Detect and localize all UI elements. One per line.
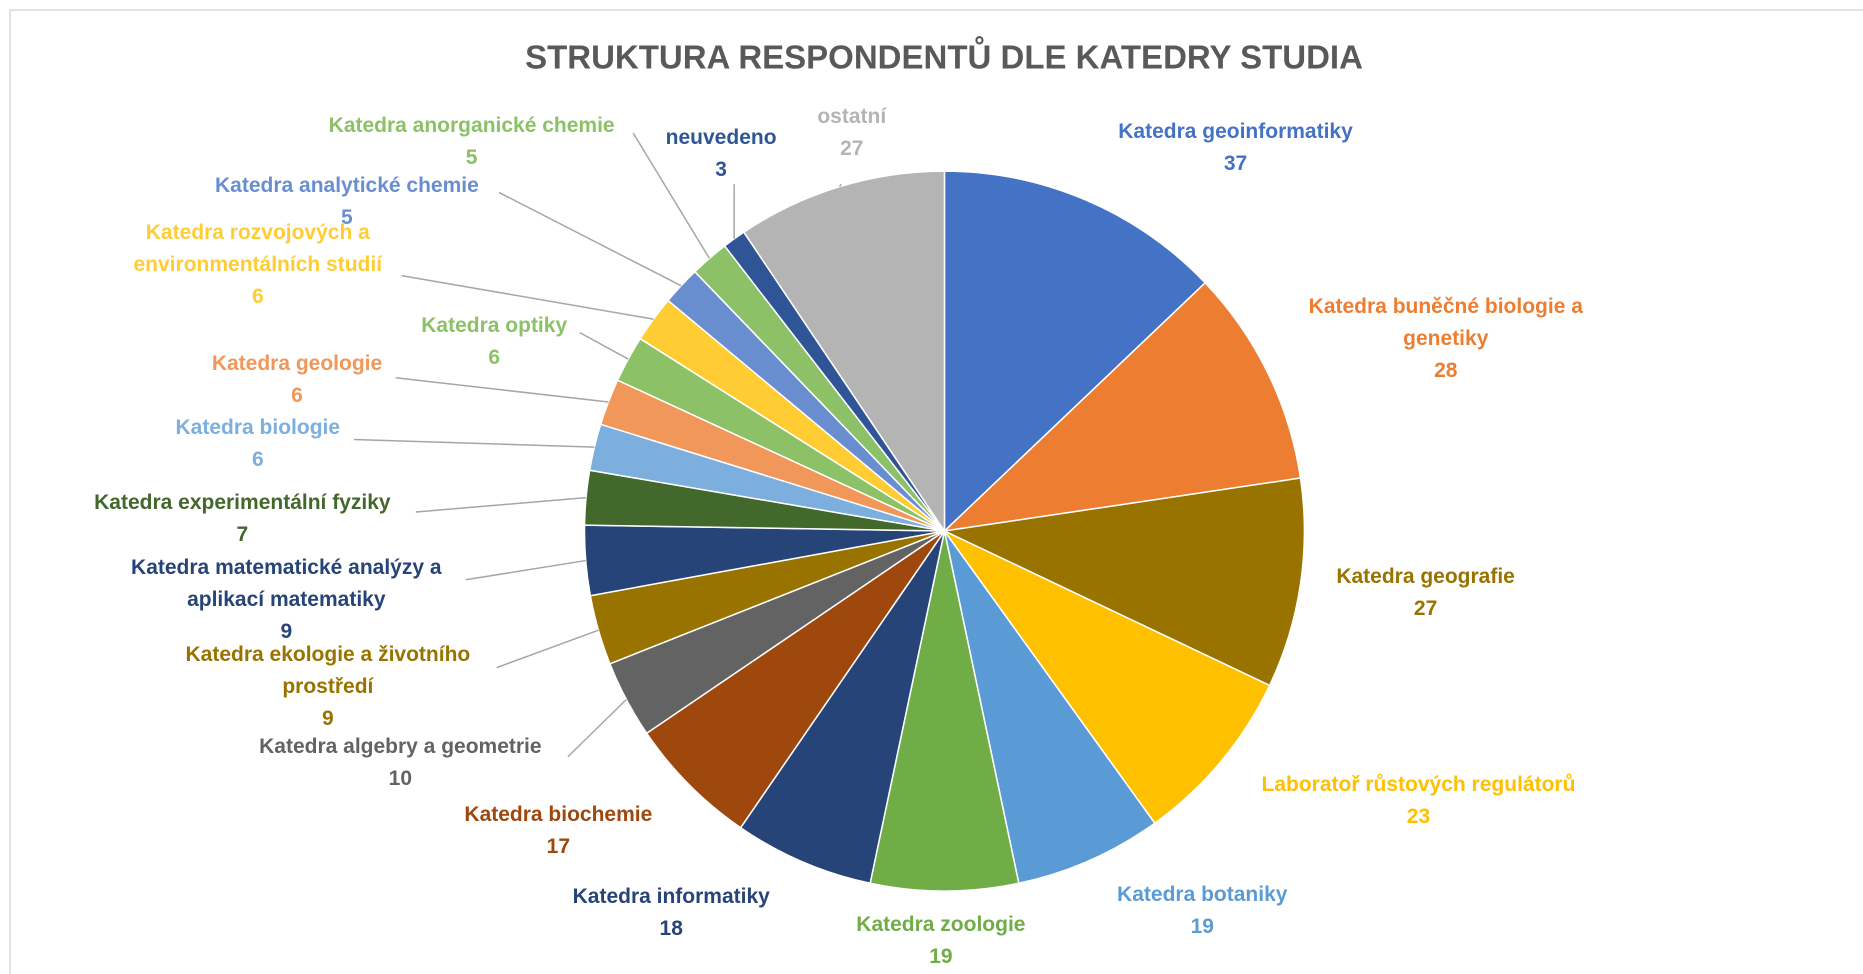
data-label: Katedra buněčné biologie a genetiky 28 <box>1274 291 1619 387</box>
label-name: Katedra ekologie a životního prostředí <box>185 643 471 699</box>
label-name: neuvedeno <box>665 126 777 150</box>
leader-line <box>838 183 842 188</box>
leader-line <box>354 438 595 448</box>
data-label: Katedra rozvojových a environmentálních … <box>103 217 412 313</box>
label-value: 6 <box>488 346 501 369</box>
label-value: 6 <box>251 285 264 309</box>
data-label: Katedra biologie 6 <box>139 412 377 476</box>
label-value: 17 <box>546 835 571 859</box>
data-label: Katedra biochemie 17 <box>428 799 689 863</box>
chart-title: STRUKTURA RESPONDENTŮ DLE KATEDRY STUDIA <box>525 36 1363 76</box>
data-label: Katedra geoinformatiky 37 <box>1057 116 1413 180</box>
label-value: 19 <box>929 944 953 968</box>
data-label: Katedra botaniky 19 <box>1083 879 1321 943</box>
pie-slice <box>869 530 1020 892</box>
leader-line <box>632 132 711 259</box>
label-value: 27 <box>840 136 864 160</box>
pie-slice <box>941 477 1306 687</box>
data-label: Katedra algebry a geometrie 10 <box>228 731 573 795</box>
pie-slice <box>943 530 1156 885</box>
label-value: 9 <box>322 707 334 731</box>
label-name: Katedra biologie <box>175 416 341 440</box>
data-label: ostatní 27 <box>792 101 911 165</box>
data-label: Katedra experimentální fyziky 7 <box>64 487 420 551</box>
pie-slice <box>942 281 1302 533</box>
label-name: Katedra zoologie <box>856 912 1026 936</box>
data-label: Katedra optiky 6 <box>387 310 601 374</box>
label-value: 28 <box>1434 359 1458 382</box>
label-value: 6 <box>291 384 303 408</box>
data-label: Katedra geologie 6 <box>178 348 416 412</box>
data-label: neuvedeno 3 <box>644 122 798 186</box>
label-name: Katedra buněčné biologie a genetiky <box>1308 295 1583 350</box>
label-value: 27 <box>1413 596 1438 620</box>
label-value: 18 <box>659 917 683 941</box>
label-name: Katedra rozvojových a environmentálních … <box>133 221 383 277</box>
data-label: Katedra informatiky 18 <box>541 881 802 945</box>
label-name: Laboratoř růstových regulátorů <box>1261 772 1576 796</box>
pie-slice <box>943 530 1271 825</box>
leader-line <box>401 274 654 320</box>
label-value: 5 <box>465 146 478 170</box>
label-value: 9 <box>280 620 293 644</box>
data-label: Katedra anorganické chemie 5 <box>299 110 644 174</box>
pie-slice <box>739 530 946 885</box>
pie-slice <box>943 170 1207 533</box>
label-name: Katedra analytické chemie <box>214 173 479 197</box>
data-label: Katedra matematické analýzy a aplikací m… <box>102 552 470 648</box>
label-value: 10 <box>388 766 413 790</box>
label-name: Katedra geoinformatiky <box>1118 120 1353 144</box>
data-label: Katedra analytické chemie 5 <box>187 170 508 234</box>
label-name: Katedra matematické analýzy a aplikací m… <box>131 556 442 612</box>
label-name: Katedra geografie <box>1336 564 1515 588</box>
label-name: Katedra geologie <box>211 352 383 376</box>
label-name: Katedra optiky <box>421 314 568 337</box>
leader-line <box>567 698 627 758</box>
data-label: Laboratoř růstových regulátorů 23 <box>1228 769 1608 833</box>
data-label: Katedra geografie 27 <box>1307 561 1545 625</box>
label-value: 19 <box>1190 915 1214 939</box>
leader-line <box>465 559 586 581</box>
pie-slice <box>645 530 946 829</box>
leader-line <box>498 191 682 287</box>
label-name: Katedra experimentální fyziky <box>94 491 391 515</box>
label-value: 23 <box>1406 804 1431 828</box>
label-value: 37 <box>1223 152 1248 176</box>
label-value: 7 <box>236 523 249 547</box>
label-name: ostatní <box>817 104 887 128</box>
leader-line <box>579 331 629 360</box>
leader-line <box>415 496 587 513</box>
label-value: 3 <box>715 158 727 182</box>
label-name: Katedra algebry a geometrie <box>259 734 542 758</box>
data-label: Katedra ekologie a životního prostředí 9 <box>162 639 495 735</box>
leader-line <box>496 629 599 669</box>
label-name: Katedra botaniky <box>1117 883 1288 907</box>
label-name: Katedra informatiky <box>572 885 770 909</box>
label-name: Katedra biochemie <box>464 803 653 827</box>
data-label: Katedra zoologie 19 <box>822 909 1060 973</box>
label-value: 5 <box>341 205 353 229</box>
leader-line <box>395 377 609 403</box>
label-name: Katedra anorganické chemie <box>328 114 615 138</box>
label-value: 6 <box>251 448 264 472</box>
chart-border <box>9 9 1863 974</box>
